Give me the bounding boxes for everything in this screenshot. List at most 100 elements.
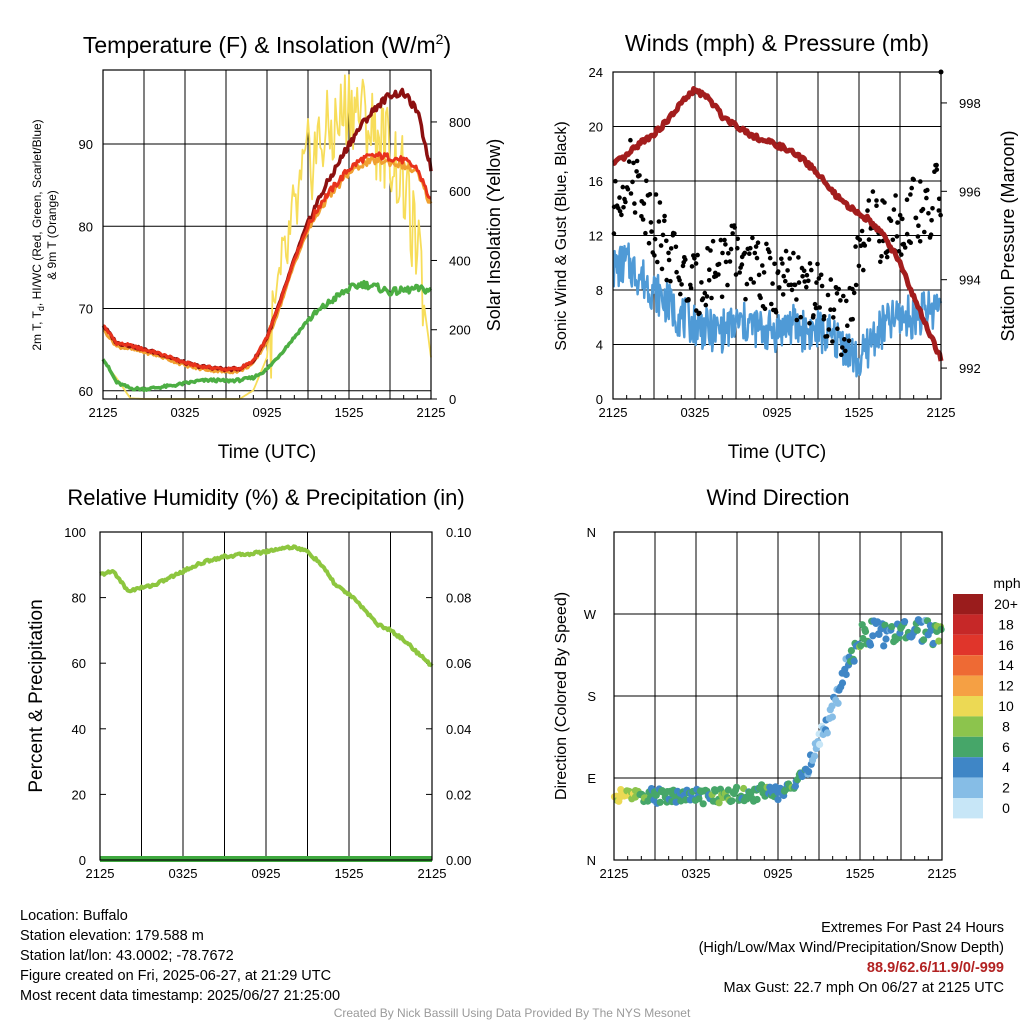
y2-tick-label: 400 — [449, 253, 471, 268]
gust-point — [735, 245, 740, 251]
gust-point — [758, 295, 763, 301]
gust-point — [865, 208, 870, 213]
direction-point — [888, 623, 896, 631]
gust-point — [839, 352, 844, 358]
gust-point — [934, 167, 940, 172]
created-text: Figure created on Fri, 2025-06-27, at 21… — [20, 968, 332, 984]
y-tick-label: 80 — [79, 219, 93, 234]
series-line-2m-t — [102, 151, 432, 372]
gust-point — [662, 213, 667, 219]
gust-point — [668, 246, 674, 251]
gust-point — [926, 211, 931, 216]
gust-point — [750, 235, 755, 241]
gust-point — [630, 179, 635, 185]
y2-tick-label: 200 — [449, 323, 471, 338]
gust-point — [664, 277, 669, 283]
gust-point — [733, 272, 739, 277]
gust-point — [922, 229, 927, 235]
gust-point — [613, 178, 618, 184]
latlon-text: Station lat/lon: 43.0002; -78.7672 — [20, 948, 234, 964]
chart-panel-temperature: 2125 0325 0925 1525 2125 60 70 80 90 0 200 400 600 80… — [30, 31, 504, 463]
gust-point — [704, 294, 710, 299]
gust-point — [659, 266, 665, 272]
chart-title: Temperature (F) & Insolation (W/m2) — [83, 31, 451, 58]
gust-point — [899, 252, 904, 257]
direction-point — [656, 798, 664, 806]
gust-point — [748, 245, 753, 251]
gust-point — [798, 314, 803, 320]
gust-point — [677, 277, 682, 283]
gust-point — [813, 305, 819, 311]
gust-point — [649, 229, 654, 234]
gust-point — [780, 261, 785, 266]
ylabel-part: 2m T, T — [30, 310, 44, 350]
y-tick-label: 8 — [596, 283, 603, 298]
y-tick-label: 20 — [589, 120, 603, 135]
gust-point — [666, 250, 671, 256]
x-tick-label: 2125 — [86, 866, 115, 881]
direction-point — [695, 795, 703, 803]
gust-point — [753, 244, 759, 249]
legend-swatch — [953, 736, 983, 758]
gust-point — [890, 237, 896, 243]
legend-swatch — [953, 634, 983, 656]
gust-point — [662, 218, 667, 224]
y2-tick-label: 0.02 — [446, 787, 471, 802]
gust-point — [859, 228, 865, 234]
gust-point — [695, 252, 700, 258]
gust-point — [623, 199, 628, 205]
direction-point — [811, 752, 819, 760]
legend-label: 6 — [1002, 739, 1010, 755]
gust-point — [851, 290, 857, 296]
direction-point — [913, 626, 921, 634]
gust-point — [646, 240, 652, 246]
gust-point — [744, 281, 750, 287]
gust-point — [764, 241, 769, 247]
gust-point — [878, 259, 883, 265]
gust-point — [925, 187, 930, 193]
direction-point — [882, 635, 890, 643]
direction-point — [733, 783, 741, 791]
gust-point — [761, 270, 767, 275]
gust-point — [879, 253, 884, 259]
gust-point — [640, 217, 646, 222]
y-tick-label: W — [584, 607, 597, 622]
gust-point — [830, 339, 835, 344]
legend-label: 10 — [998, 698, 1014, 714]
gust-point — [668, 278, 673, 284]
gust-point — [845, 323, 850, 329]
gust-point — [908, 240, 913, 245]
gust-point — [777, 285, 782, 290]
gust-point — [688, 285, 694, 291]
gust-point — [929, 218, 934, 223]
gust-point — [773, 309, 779, 315]
extremes-panel: Extremes For Past 24 Hours (High/Low/Max… — [699, 918, 1004, 998]
gust-point — [672, 231, 677, 236]
plot-border — [102, 69, 432, 400]
series-line-sonic-wind — [612, 242, 943, 378]
chart-title: Wind Direction — [706, 485, 849, 510]
gust-point — [710, 238, 716, 244]
legend-swatch — [953, 716, 983, 737]
gust-point — [882, 200, 887, 205]
gust-point — [631, 160, 636, 166]
gust-point — [796, 255, 801, 260]
gust-point — [831, 307, 837, 313]
legend-swatch — [953, 594, 983, 615]
gust-point — [920, 206, 926, 212]
legend-swatch — [953, 696, 983, 717]
direction-point — [929, 639, 938, 648]
x-axis-label: Time (UTC) — [218, 442, 317, 463]
gust-point — [674, 269, 679, 275]
direction-point — [861, 627, 870, 636]
direction-point — [828, 713, 837, 721]
gust-point — [775, 269, 781, 274]
gust-point — [866, 237, 872, 242]
gust-point — [894, 234, 900, 239]
y2-axis-label: Solar Insolation (Yellow) — [484, 139, 504, 331]
gust-point — [702, 290, 708, 296]
legend-label: 0 — [1002, 800, 1010, 816]
gust-point — [831, 315, 836, 320]
